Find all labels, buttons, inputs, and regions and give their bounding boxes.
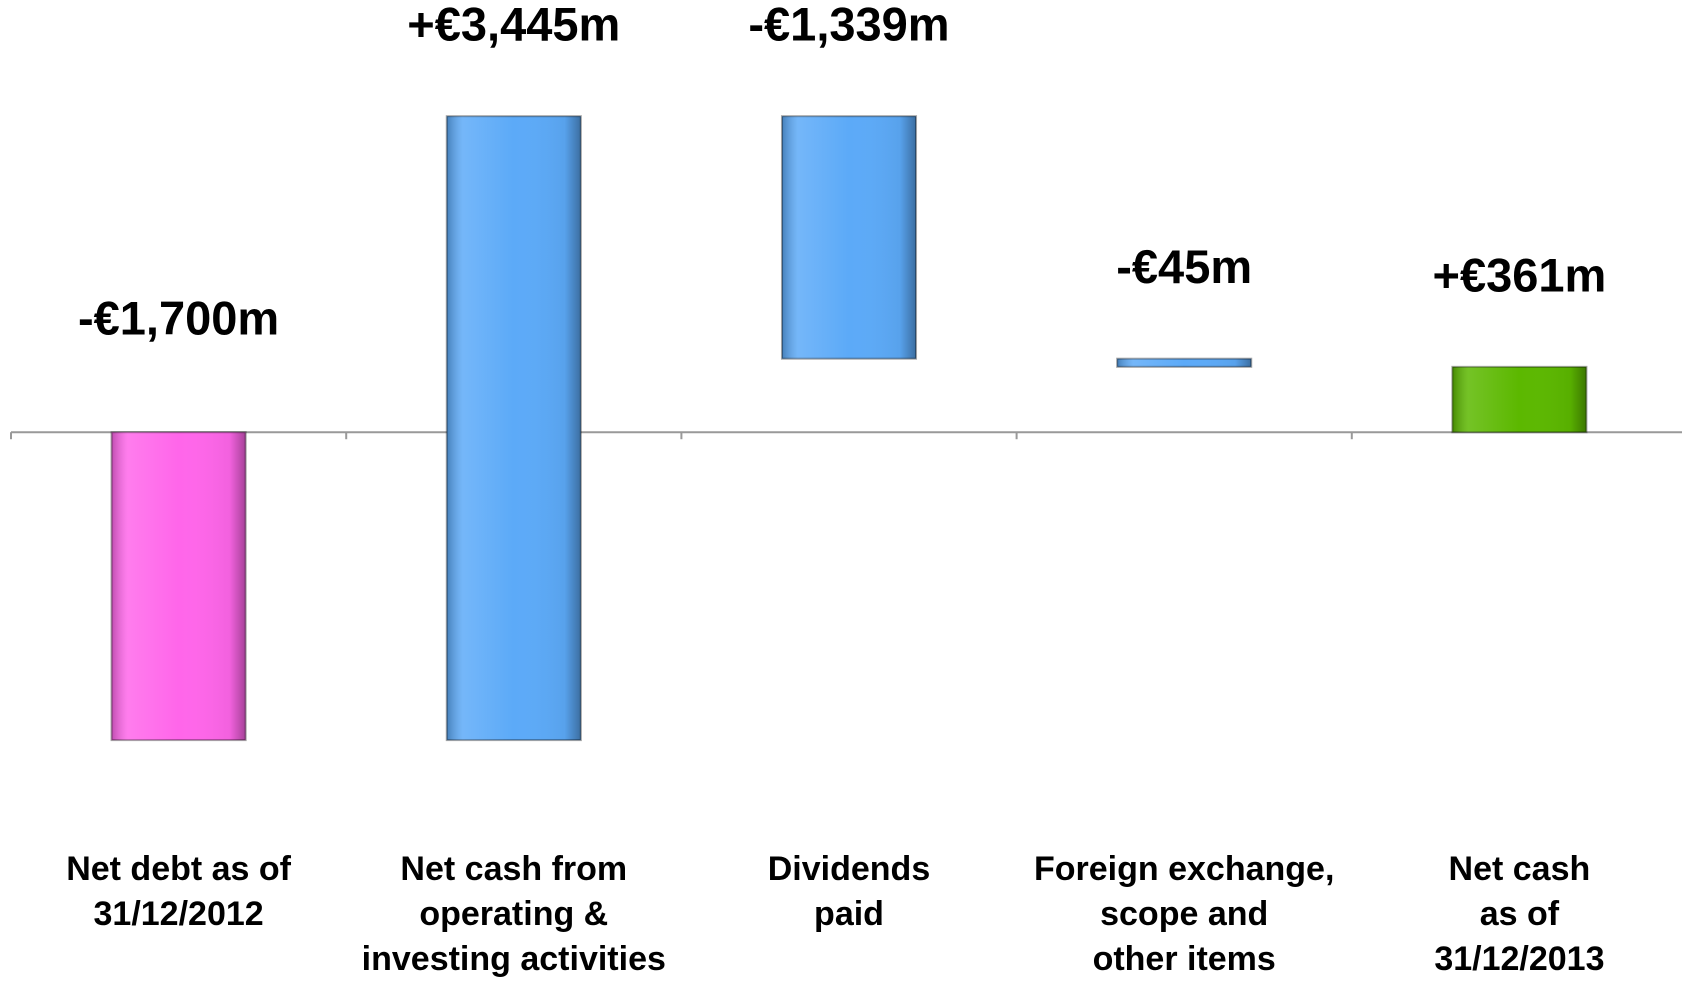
bar-shade [111,432,246,741]
bar-shade [781,116,917,359]
bar-shade [1117,358,1252,367]
value-label: -€45m [1116,240,1252,293]
x-tick-label-line: 31/12/2013 [1434,940,1604,978]
x-tick-label-line: other items [1093,940,1276,978]
x-tick-label-line: Net cash from [400,850,627,888]
bar-shade [446,116,581,741]
x-tick-label-line: scope and [1100,895,1268,933]
x-tick-label-line: Foreign exchange, [1034,850,1334,888]
x-tick-label: Net debt as of 31/12/2012 [66,850,291,933]
x-tick-label: Net cash from operating & investing activi… [362,850,666,978]
x-tick-label-line: investing activities [362,940,666,978]
value-label: +€361m [1433,248,1607,301]
x-tick-label-line: Net debt as of [66,850,291,888]
value-label: +€3,445m [407,0,620,51]
x-tick-label-line: paid [814,895,884,933]
x-tick-label-line: as of [1480,895,1560,933]
bar-shade [1452,366,1587,433]
value-label: -€1,700m [78,292,279,345]
x-tick-label: Dividends paid [768,850,930,933]
x-tick-label: Foreign exchange, scope and other items [1034,850,1334,978]
value-label: -€1,339m [748,0,949,51]
x-tick-label-line: Dividends [768,850,930,888]
x-tick-label-line: 31/12/2012 [94,895,264,933]
x-tick-label: Net cash as of 31/12/2013 [1434,850,1604,978]
x-tick-label-line: operating & [419,895,608,933]
x-tick-label-line: Net cash [1449,850,1591,888]
